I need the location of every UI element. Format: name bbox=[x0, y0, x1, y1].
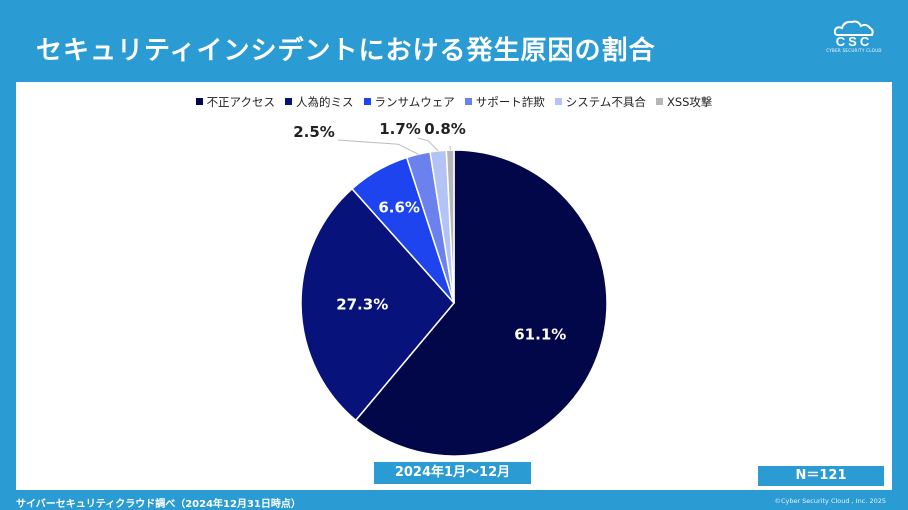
legend-swatch bbox=[554, 98, 562, 105]
data-label: 1.7% bbox=[379, 120, 421, 138]
pie-slice bbox=[354, 149, 608, 457]
legend-item: 人為的ミス bbox=[285, 94, 354, 110]
data-label: 6.6% bbox=[378, 198, 420, 216]
cloud-icon bbox=[834, 20, 874, 36]
leader-line bbox=[337, 139, 419, 155]
legend-label: サポート詐欺 bbox=[475, 95, 545, 109]
legend-label: ランサムウェア bbox=[374, 95, 455, 109]
legend-swatch bbox=[655, 98, 663, 105]
chart-legend: 不正アクセス 人為的ミス ランサムウェア サポート詐欺 システム不具合 XSS攻撃 bbox=[0, 94, 908, 110]
source-note: サイバーセキュリティクラウド調べ（2024年12月31日時点） bbox=[16, 499, 301, 510]
pie-slice bbox=[300, 187, 455, 422]
leader-line bbox=[417, 137, 439, 152]
legend-item: XSS攻撃 bbox=[655, 94, 713, 110]
legend-item: ランサムウェア bbox=[363, 94, 455, 110]
legend-label: XSS攻撃 bbox=[666, 95, 713, 109]
data-label: 0.8% bbox=[424, 120, 466, 138]
copyright: ©Cyber Security Cloud , Inc. 2025 bbox=[774, 497, 886, 505]
data-label: 2.5% bbox=[293, 123, 335, 141]
period-badge: 2024年1月～12月 bbox=[374, 462, 531, 484]
legend-item: サポート詐欺 bbox=[464, 94, 545, 110]
legend-label: 不正アクセス bbox=[206, 95, 275, 109]
legend-swatch bbox=[195, 98, 203, 105]
legend-label: システム不具合 bbox=[565, 95, 646, 109]
legend-swatch bbox=[285, 98, 292, 105]
logo-subtext: CYBER SECURITY CLOUD bbox=[826, 48, 882, 53]
data-label: 61.1% bbox=[514, 325, 566, 343]
legend-item: システム不具合 bbox=[554, 94, 646, 110]
page-title: セキュリティインシデントにおける発生原因の割合 bbox=[36, 36, 656, 66]
legend-label: 人為的ミス bbox=[296, 95, 354, 109]
legend-swatch bbox=[363, 98, 371, 105]
sample-size-badge: N＝121 bbox=[758, 466, 884, 486]
logo-text: CSC bbox=[835, 34, 873, 49]
csc-logo: CSC CYBER SECURITY CLOUD bbox=[824, 20, 884, 64]
legend-item: 不正アクセス bbox=[195, 94, 275, 110]
data-label: 27.3% bbox=[336, 295, 388, 313]
legend-swatch bbox=[464, 98, 472, 105]
